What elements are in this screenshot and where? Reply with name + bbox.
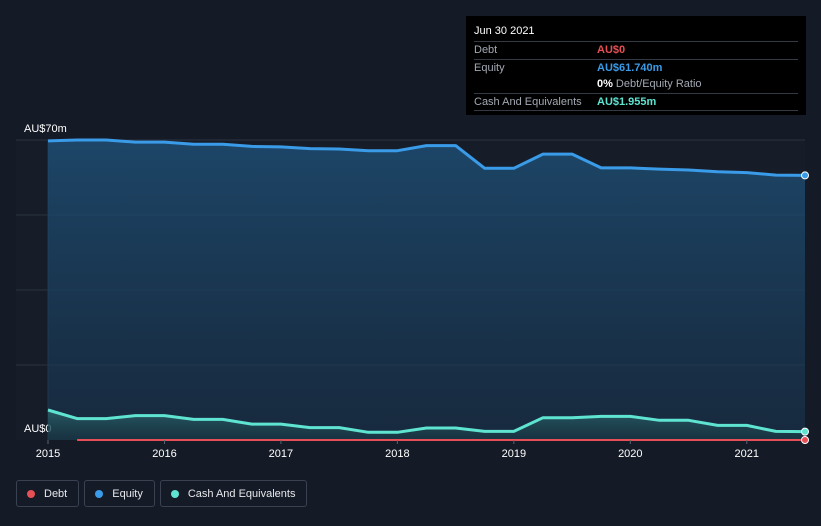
legend-item-debt[interactable]: Debt — [16, 480, 80, 507]
legend-label-cash: Cash And Equivalents — [187, 487, 296, 500]
x-tick-label: 2015 — [36, 448, 60, 460]
tooltip-cash-row: Cash And Equivalents AU$1.955m — [474, 94, 798, 111]
equity-end-marker[interactable] — [801, 171, 809, 180]
tooltip-cash-label: Cash And Equivalents — [474, 95, 582, 108]
legend-label-equity: Equity — [112, 487, 143, 500]
tooltip-debt-row: Debt AU$0 — [474, 42, 798, 60]
y-axis-top-label: AU$70m — [24, 123, 67, 135]
tooltip-ratio-spacer — [474, 76, 597, 93]
tooltip-equity-row: Equity AU$61.740m — [474, 60, 798, 77]
legend-dot-cash — [170, 489, 179, 498]
x-tick-label: 2018 — [385, 448, 409, 460]
y-axis-bottom-label: AU$0 — [24, 423, 52, 435]
legend: Debt Equity Cash And Equivalents — [16, 480, 312, 507]
x-tick-label: 2017 — [269, 448, 293, 460]
x-tick-label: 2019 — [502, 448, 526, 460]
equity-area — [48, 140, 805, 440]
tooltip-cash-value: AU$1.955m — [597, 95, 657, 108]
debt-end-marker[interactable] — [801, 436, 809, 444]
legend-dot-equity — [95, 489, 104, 498]
cash-and-equivalents-line — [47, 408, 806, 434]
x-tick-label: 2016 — [152, 448, 176, 460]
tooltip-debt-label: Debt — [474, 44, 498, 56]
tooltip-ratio-row: 0% Debt/Equity Ratio — [474, 76, 798, 94]
tooltip: Jun 30 2021 Debt AU$0 Equity AU$61.740m … — [466, 16, 806, 115]
legend-item-cash[interactable]: Cash And Equivalents — [159, 480, 308, 507]
tooltip-ratio-label: Debt/Equity Ratio — [615, 78, 702, 90]
x-tick-label: 2021 — [735, 448, 759, 460]
legend-dot-debt — [27, 489, 35, 498]
tooltip-equity-label: Equity — [474, 61, 505, 74]
tooltip-equity-value: AU$61.740m — [597, 61, 663, 74]
tooltip-ratio-value: 0% — [597, 78, 613, 90]
tooltip-debt-value: AU$0 — [597, 44, 626, 56]
tooltip-date: Jun 30 2021 — [474, 24, 798, 42]
legend-label-debt: Debt — [44, 487, 68, 500]
equity-line — [47, 138, 806, 177]
cash-and-equivalents-end-marker[interactable] — [801, 427, 809, 436]
x-tick-label: 2020 — [618, 448, 642, 460]
legend-item-equity[interactable]: Equity — [84, 480, 155, 507]
